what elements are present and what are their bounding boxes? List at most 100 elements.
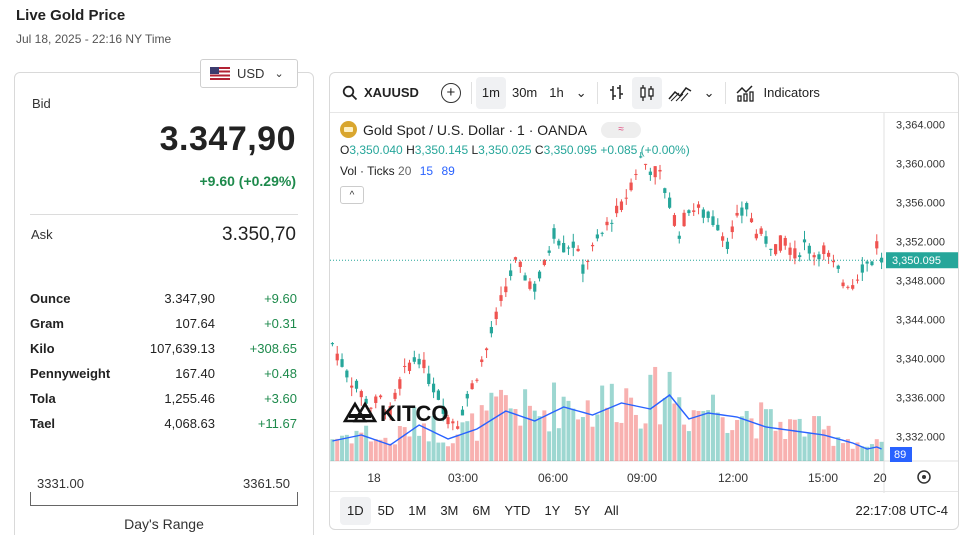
- high-value: 3,350.145: [414, 143, 469, 157]
- range-tick: [30, 492, 31, 506]
- plus-circle-icon: +: [440, 82, 461, 103]
- volume-bar: [407, 436, 412, 461]
- range-5d[interactable]: 5D: [377, 503, 395, 518]
- candle-body: [725, 241, 730, 250]
- range-ytd[interactable]: YTD: [504, 503, 531, 518]
- interval-1h[interactable]: 1h: [549, 85, 564, 100]
- candle-body: [422, 359, 426, 369]
- interval-dropdown[interactable]: ⌄: [570, 77, 593, 109]
- candle-body: [851, 285, 855, 289]
- candles-style-button[interactable]: [631, 76, 662, 109]
- low-key: L: [471, 143, 479, 157]
- range-5y[interactable]: 5Y: [574, 503, 591, 518]
- instrument-title: Gold Spot / U.S. Dollar · 1 · OANDA: [363, 121, 588, 138]
- toolbar-separator: [724, 81, 726, 104]
- search-icon: [342, 85, 358, 100]
- volume-bar: [624, 388, 629, 461]
- close-value: 3,350.095: [543, 143, 597, 157]
- candle-body: [730, 226, 734, 233]
- chart-type-dropdown[interactable]: ⌄: [698, 77, 721, 109]
- collapse-legend-button[interactable]: ^: [340, 186, 364, 204]
- candle-body: [537, 271, 542, 279]
- interval-1m[interactable]: 1m: [475, 76, 506, 109]
- candle-body: [798, 255, 802, 258]
- volume-bar: [667, 371, 672, 461]
- range-1y[interactable]: 1Y: [544, 503, 561, 518]
- volume-bar: [648, 374, 653, 461]
- symbol-search[interactable]: XAUUSD: [336, 77, 425, 109]
- chart-toolbar: XAUUSD + 1m 30m 1h ⌄: [330, 73, 958, 113]
- volume-bar: [479, 405, 484, 461]
- candle-body: [369, 407, 373, 409]
- candle-body: [571, 241, 575, 248]
- unit-row-tola: Tola 1,255.46 +3.60: [30, 386, 298, 411]
- quote-panel: [14, 72, 314, 535]
- unit-name: Kilo: [30, 341, 55, 356]
- volume-bar: [730, 430, 735, 461]
- volume-ma-line: [332, 394, 882, 450]
- candle-body: [513, 257, 518, 260]
- candle-body: [383, 412, 387, 414]
- volume-bar: [778, 421, 783, 461]
- chart-clock[interactable]: 22:17:08 UTC-4: [855, 503, 949, 518]
- candle-body: [605, 221, 609, 226]
- range-3m[interactable]: 3M: [440, 503, 459, 518]
- price-chart[interactable]: 3,364.000 3,360.000 3,356.000 3,352.000 3,34…: [330, 113, 959, 493]
- volume-bar: [561, 396, 566, 461]
- volume-bar: [696, 410, 701, 461]
- unit-price: 107,639.13: [149, 341, 215, 356]
- unit-price: 3.347,90: [164, 291, 215, 306]
- candle-body: [615, 205, 619, 214]
- volume-bar: [446, 446, 451, 461]
- bar-style-button[interactable]: [602, 77, 632, 109]
- chart-widget: XAUUSD + 1m 30m 1h ⌄: [329, 72, 959, 530]
- interval-30m[interactable]: 30m: [511, 85, 538, 100]
- volume-bar: [845, 439, 850, 461]
- candle-body: [648, 171, 652, 175]
- x-tick-label: 20: [873, 471, 887, 485]
- candle-body: [518, 261, 522, 267]
- range-all[interactable]: All: [604, 503, 619, 518]
- candle-body: [407, 362, 412, 371]
- y-tick-label: 3,348.000: [896, 276, 945, 288]
- candle-body: [817, 254, 821, 260]
- candle-body: [557, 240, 561, 246]
- watermark-text: KITCO: [380, 401, 448, 426]
- unit-price: 4,068.63: [164, 416, 215, 431]
- wave-icon: ≈: [618, 124, 624, 135]
- range-1m[interactable]: 1M: [408, 503, 427, 518]
- indicators-button[interactable]: Indicators: [730, 77, 826, 109]
- candle-body: [354, 380, 359, 389]
- volume-tag-label: 89: [894, 449, 906, 461]
- candle-body: [827, 252, 831, 257]
- compare-button[interactable]: +: [435, 77, 467, 109]
- candle-body: [822, 245, 826, 255]
- range-tick: [297, 492, 298, 506]
- volume-bar: [600, 385, 605, 461]
- unit-name: Ounce: [30, 291, 71, 306]
- candle-body: [682, 212, 686, 227]
- candle-body: [831, 260, 836, 263]
- volume-bar: [547, 431, 552, 461]
- volume-bar: [816, 416, 821, 461]
- legend-toggle[interactable]: ≈: [601, 121, 642, 138]
- currency-select[interactable]: USD ⌄: [200, 59, 298, 88]
- candle-body: [359, 391, 363, 398]
- unit-price: 107.64: [175, 316, 215, 331]
- candle-body: [841, 282, 845, 287]
- volume-bar: [874, 439, 879, 461]
- kitco-logo-icon: [342, 401, 378, 423]
- volume-bar: [513, 409, 518, 461]
- candle-body: [576, 248, 580, 252]
- candle-body: [802, 239, 807, 243]
- range-6m[interactable]: 6M: [472, 503, 491, 518]
- candle-body: [749, 218, 754, 223]
- candle-body: [696, 204, 701, 208]
- candle-body: [788, 247, 792, 255]
- gear-hub: [922, 475, 926, 479]
- volume-bar: [672, 403, 677, 461]
- candle-body: [624, 197, 628, 199]
- open-key: O: [340, 143, 350, 157]
- range-1d[interactable]: 1D: [340, 496, 371, 525]
- chart-type-button[interactable]: [662, 77, 698, 109]
